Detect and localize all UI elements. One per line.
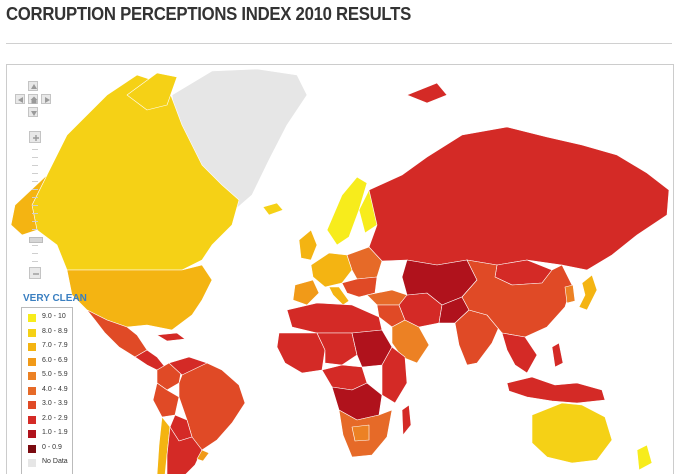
country-botswana[interactable] — [351, 424, 370, 442]
country-uk-ireland[interactable] — [298, 229, 318, 261]
countries-layer — [10, 68, 670, 474]
country-philippines[interactable] — [551, 342, 564, 368]
country-argentina[interactable] — [166, 426, 203, 474]
legend-label: 6.0 - 6.9 — [42, 356, 68, 364]
country-russia[interactable] — [368, 126, 670, 271]
legend-label: 9.0 - 10 — [42, 313, 66, 320]
country-western-europe[interactable] — [310, 252, 353, 288]
country-uruguay[interactable] — [196, 449, 210, 462]
legend-swatch — [28, 372, 36, 380]
country-north-africa[interactable] — [286, 302, 383, 334]
country-indonesia[interactable] — [506, 376, 606, 404]
country-balkans[interactable] — [341, 276, 378, 298]
legend-item: 5.0 - 5.9 — [28, 370, 74, 382]
legend-item: 4.0 - 4.9 — [28, 385, 74, 397]
legend-item: 0 - 0.9 — [28, 443, 74, 455]
country-alaska[interactable] — [10, 174, 48, 236]
country-brazil[interactable] — [178, 362, 246, 451]
legend-item: 2.0 - 2.9 — [28, 414, 74, 426]
legend-label: 3.0 - 3.9 — [42, 400, 68, 407]
country-caribbean[interactable] — [156, 332, 186, 342]
legend-item: 7.0 - 7.9 — [28, 341, 74, 353]
country-canada[interactable] — [31, 74, 240, 271]
legend: 9.0 - 10 8.0 - 8.9 7.0 - 7.9 6.0 - 6.9 5… — [21, 307, 73, 474]
legend-title: VERY CLEAN — [23, 293, 87, 304]
legend-item: 8.0 - 8.9 — [28, 327, 74, 339]
legend-swatch — [28, 343, 36, 351]
legend-label: 5.0 - 5.9 — [42, 371, 68, 378]
country-italy[interactable] — [328, 286, 350, 306]
legend-label: 0 - 0.9 — [42, 443, 62, 451]
legend-swatch — [28, 430, 36, 438]
zoom-in-icon[interactable] — [29, 131, 41, 143]
legend-swatch — [28, 401, 36, 409]
legend-item: 9.0 - 10 — [28, 312, 74, 324]
country-usa[interactable] — [66, 264, 213, 331]
country-australia[interactable] — [531, 402, 613, 464]
country-russia-islands[interactable] — [406, 82, 448, 104]
legend-swatch — [28, 415, 36, 424]
page-title: CORRUPTION PERCEPTIONS INDEX 2010 RESULT… — [6, 4, 411, 24]
home-icon[interactable] — [28, 94, 38, 104]
country-canada-islands[interactable] — [126, 72, 178, 111]
country-west-africa[interactable] — [276, 332, 326, 374]
legend-label: 8.0 - 8.9 — [42, 327, 68, 335]
country-madagascar[interactable] — [401, 404, 412, 436]
pan-down-icon[interactable] — [28, 107, 38, 117]
zoom-slider-handle[interactable] — [29, 237, 43, 243]
zoom-control — [29, 131, 43, 281]
legend-item: 3.0 - 3.9 — [28, 399, 74, 411]
legend-swatch — [28, 386, 36, 395]
country-china[interactable] — [461, 259, 573, 338]
legend-label: No Data — [42, 458, 68, 465]
pan-up-icon[interactable] — [28, 81, 38, 91]
legend-item: No Data — [28, 457, 74, 469]
pan-left-icon[interactable] — [15, 94, 25, 104]
pan-control — [15, 81, 51, 117]
legend-swatch — [28, 357, 36, 366]
legend-swatch — [28, 314, 36, 322]
zoom-slider[interactable] — [29, 145, 43, 265]
title-divider — [6, 43, 672, 44]
legend-label: 1.0 - 1.9 — [42, 429, 68, 436]
legend-item: 1.0 - 1.9 — [28, 428, 74, 440]
legend-swatch — [28, 444, 36, 453]
world-map[interactable] — [7, 65, 674, 474]
legend-swatch — [28, 328, 36, 337]
country-scandinavia[interactable] — [326, 176, 368, 246]
map-viewport[interactable]: VERY CLEAN 9.0 - 10 8.0 - 8.9 7.0 - 7.9 … — [6, 64, 674, 474]
legend-swatch — [28, 459, 36, 467]
legend-item: 6.0 - 6.9 — [28, 356, 74, 368]
country-southeast-asia[interactable] — [501, 332, 538, 374]
country-new-zealand[interactable] — [636, 444, 653, 471]
pan-right-icon[interactable] — [41, 94, 51, 104]
legend-label: 4.0 - 4.9 — [42, 385, 68, 393]
legend-label: 7.0 - 7.9 — [42, 342, 68, 349]
zoom-out-icon[interactable] — [29, 267, 41, 279]
country-iceland[interactable] — [262, 202, 284, 216]
legend-label: 2.0 - 2.9 — [42, 414, 68, 422]
country-japan[interactable] — [578, 274, 598, 311]
country-korea[interactable] — [564, 284, 576, 304]
country-iberia[interactable] — [292, 279, 320, 306]
